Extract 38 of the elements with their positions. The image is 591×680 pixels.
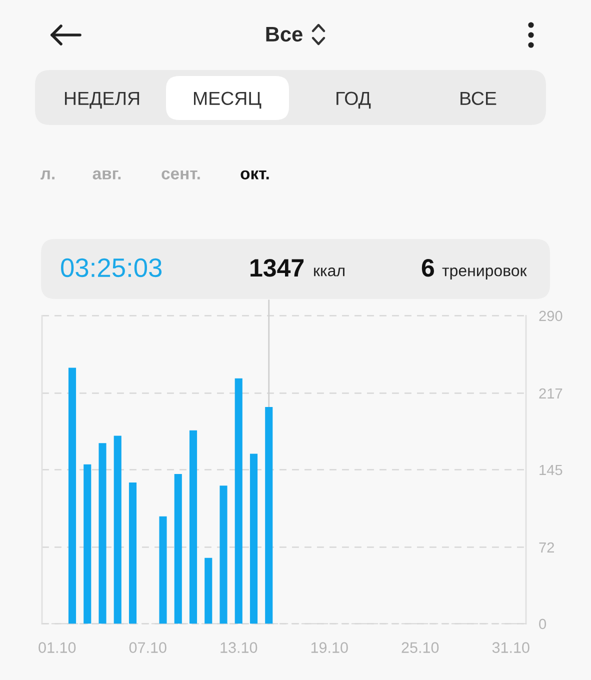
y-tick-label: 290 <box>539 310 562 322</box>
text: авг. <box>92 170 121 180</box>
bar <box>250 454 258 624</box>
y-tick-label: 217 <box>539 388 562 399</box>
text: окт. <box>240 170 269 180</box>
x-tick-label: 07.10 <box>129 642 166 653</box>
bar <box>84 464 92 624</box>
text: ГОД <box>336 92 371 109</box>
text: НЕДЕЛЯ <box>64 92 140 109</box>
bar <box>128 482 137 624</box>
bar <box>204 558 212 624</box>
bar <box>220 486 228 624</box>
bar <box>189 430 198 624</box>
x-tick-label: 25.10 <box>402 642 439 653</box>
chart-title: Все <box>266 27 302 42</box>
text: ккал <box>314 268 344 276</box>
text: МЕСЯЦ <box>194 92 262 109</box>
text: л. <box>40 170 54 180</box>
bar <box>174 474 182 624</box>
text: 03:25:03 <box>61 258 162 278</box>
bar <box>234 378 242 624</box>
text: 6 <box>422 259 434 277</box>
x-tick-label: 13.10 <box>220 642 258 653</box>
y-tick-label: 72 <box>539 542 554 553</box>
x-tick-label: 31.10 <box>492 642 530 653</box>
bar <box>114 436 122 624</box>
text: 1347 <box>250 259 304 277</box>
text: ВСЕ <box>460 92 496 106</box>
text: тренировок <box>442 268 527 280</box>
y-tick-label: 0 <box>539 618 546 630</box>
bar <box>98 443 106 624</box>
y-tick-label: 145 <box>540 464 562 476</box>
text: сент. <box>162 170 200 180</box>
bar <box>68 368 76 624</box>
x-tick-label: 01.10 <box>38 642 76 653</box>
bar <box>159 516 167 624</box>
bar <box>265 407 273 624</box>
x-tick-label: 19.10 <box>311 642 348 653</box>
